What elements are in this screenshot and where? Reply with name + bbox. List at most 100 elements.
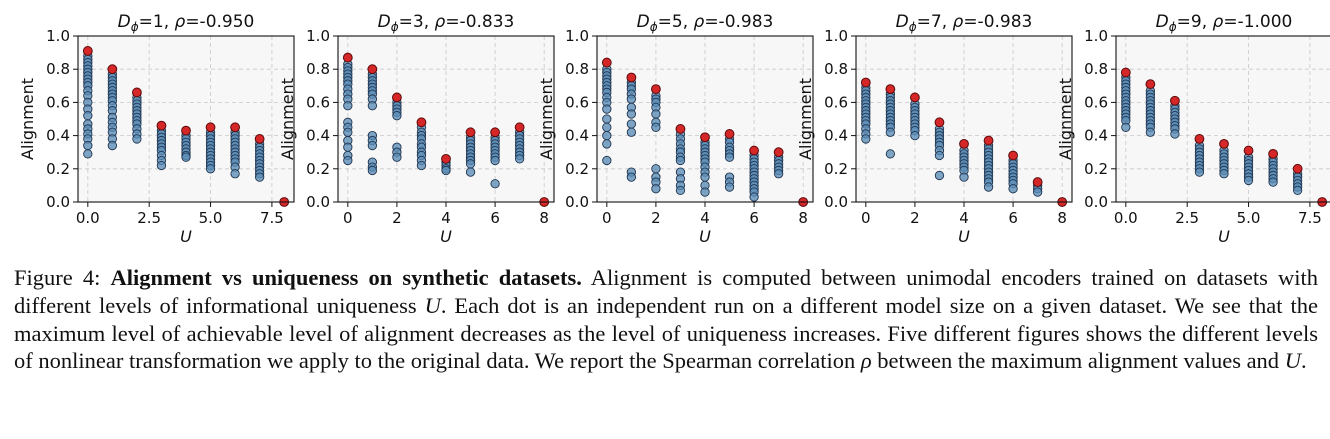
max-point bbox=[1219, 139, 1229, 149]
data-point bbox=[626, 119, 637, 129]
data-point bbox=[392, 111, 402, 121]
max-point bbox=[601, 57, 612, 68]
x-tick-label: 4 bbox=[959, 209, 969, 227]
data-point bbox=[254, 172, 265, 182]
data-point bbox=[367, 165, 378, 176]
x-tick-label: 5.0 bbox=[1237, 209, 1261, 227]
data-point bbox=[885, 149, 896, 159]
caption-text-4: . bbox=[1300, 348, 1307, 374]
caption-var-u2: U bbox=[1284, 348, 1301, 374]
x-tick-label: 0 bbox=[861, 209, 871, 227]
y-tick-label: 1.0 bbox=[306, 27, 330, 45]
y-tick-label: 1.0 bbox=[46, 27, 70, 45]
max-point bbox=[465, 127, 476, 138]
y-axis-label: Alignment bbox=[537, 78, 556, 160]
y-axis-label: Alignment bbox=[796, 78, 815, 160]
y-tick-label: 1.0 bbox=[1084, 27, 1108, 45]
y-tick-label: 0.2 bbox=[824, 160, 848, 178]
max-point bbox=[205, 122, 216, 133]
caption-label: Figure 4: bbox=[14, 265, 101, 290]
axes-frame bbox=[1115, 35, 1330, 203]
data-point bbox=[1145, 127, 1156, 137]
y-tick-label: 0.6 bbox=[824, 93, 848, 111]
figure: 0.0 0.2 0.4 0.6 0.8 1.0 0.0 2.5 5.0 7.5 Dϕ=1, ρ=-0… bbox=[18, 12, 1330, 246]
x-tick-label: 7.5 bbox=[1298, 209, 1322, 227]
data-point bbox=[367, 140, 378, 151]
data-point bbox=[959, 172, 969, 182]
y-tick-label: 0.8 bbox=[46, 60, 70, 78]
data-point bbox=[343, 127, 353, 137]
data-point bbox=[156, 160, 167, 171]
data-point bbox=[602, 104, 612, 114]
y-tick-label: 0.6 bbox=[306, 93, 330, 111]
axes-frame bbox=[77, 35, 295, 203]
max-point bbox=[885, 84, 896, 95]
data-point bbox=[934, 170, 945, 181]
x-tick-label: 0.0 bbox=[1114, 209, 1138, 227]
max-point bbox=[910, 92, 920, 103]
y-axis-label: Alignment bbox=[18, 78, 37, 160]
x-tick-label: 2 bbox=[910, 209, 920, 227]
panel-4: 0.0 0.2 0.4 0.6 0.8 1.0 0 2 4 6 8 Dϕ=7, ρ=-0.983 U Al… bbox=[796, 12, 1073, 246]
caption-text-1: Alignment is computed between unimodal e… bbox=[14, 265, 1318, 318]
y-tick-label: 0.4 bbox=[46, 127, 70, 145]
y-tick-label: 0.2 bbox=[46, 160, 70, 178]
y-tick-label: 0.0 bbox=[824, 193, 848, 211]
x-tick-label: 2 bbox=[392, 209, 402, 227]
data-point bbox=[1219, 169, 1229, 179]
figure-svg: 0.0 0.2 0.4 0.6 0.8 1.0 0.0 2.5 5.0 7.5 Dϕ=1, ρ=-0… bbox=[18, 12, 1330, 246]
x-tick-label: 4 bbox=[441, 209, 451, 227]
x-tick-label: 5.0 bbox=[199, 209, 223, 227]
max-point bbox=[181, 125, 191, 136]
data-point bbox=[343, 142, 353, 152]
max-point bbox=[983, 135, 994, 146]
data-point bbox=[132, 134, 142, 144]
panel-1: 0.0 0.2 0.4 0.6 0.8 1.0 0.0 2.5 5.0 7.5 Dϕ=1, ρ=-0… bbox=[18, 12, 295, 246]
data-point bbox=[602, 114, 612, 124]
panel-title: Dϕ=1, ρ=-0.950 bbox=[118, 12, 255, 34]
max-point bbox=[132, 87, 142, 98]
data-point bbox=[490, 155, 500, 166]
data-point bbox=[343, 101, 353, 111]
max-point bbox=[1292, 163, 1303, 174]
data-point bbox=[626, 94, 637, 104]
x-axis-label: U bbox=[440, 227, 452, 246]
data-point bbox=[651, 164, 661, 174]
max-point bbox=[651, 84, 661, 95]
max-point bbox=[1243, 145, 1254, 156]
axes-frame bbox=[596, 35, 814, 203]
y-tick-label: 0.6 bbox=[1084, 93, 1108, 111]
x-tick-label: 4 bbox=[700, 209, 710, 227]
max-point bbox=[959, 139, 969, 149]
data-point bbox=[1292, 185, 1303, 196]
data-point bbox=[107, 140, 118, 151]
max-point bbox=[107, 64, 118, 75]
axes-frame bbox=[855, 35, 1073, 203]
data-point bbox=[626, 172, 637, 182]
max-point bbox=[934, 117, 945, 128]
y-tick-label: 0.2 bbox=[1084, 160, 1108, 178]
x-tick-label: 0.0 bbox=[76, 209, 100, 227]
y-axis-label: Alignment bbox=[278, 78, 297, 160]
x-tick-label: 6 bbox=[1008, 209, 1018, 227]
data-point bbox=[885, 127, 896, 137]
data-point bbox=[1243, 175, 1254, 186]
data-point bbox=[910, 130, 920, 141]
data-point bbox=[1194, 167, 1205, 177]
y-tick-label: 0.0 bbox=[306, 193, 330, 211]
data-point bbox=[514, 154, 525, 164]
data-point bbox=[626, 109, 637, 119]
x-tick-label: 6 bbox=[749, 209, 759, 227]
x-tick-label: 2.5 bbox=[1175, 209, 1199, 227]
max-point bbox=[490, 127, 500, 138]
caption-text-2: . Each dot is an independent run on a di… bbox=[14, 292, 1318, 374]
max-point bbox=[1268, 148, 1278, 159]
data-point bbox=[230, 169, 240, 179]
data-point bbox=[416, 160, 427, 171]
data-point bbox=[724, 182, 735, 192]
data-point bbox=[83, 140, 93, 151]
data-point bbox=[392, 152, 402, 162]
data-point bbox=[651, 122, 661, 132]
x-tick-label: 8 bbox=[798, 209, 808, 227]
max-point bbox=[230, 122, 240, 133]
